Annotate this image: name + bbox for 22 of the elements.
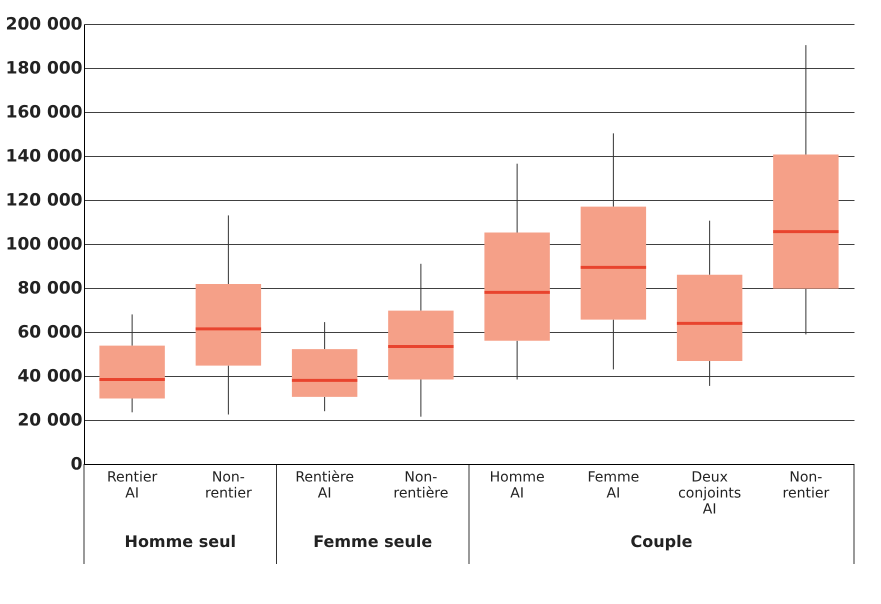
x-tick-label: Non-rentière — [393, 470, 448, 502]
y-tick-label: 20 000 — [17, 410, 83, 430]
y-tick-label: 140 000 — [6, 146, 83, 166]
y-tick-label: 40 000 — [17, 366, 83, 386]
y-tick-label: 200 000 — [6, 14, 83, 34]
y-tick-label: 180 000 — [6, 58, 83, 78]
x-tick-label: Femme AI — [587, 470, 640, 502]
x-tick-label: Rentier AI — [106, 470, 158, 502]
text: Femme seule — [313, 532, 432, 551]
x-tick-label: Non-rentier — [205, 470, 252, 502]
x-tick-label: Non-rentier — [782, 470, 830, 502]
y-tick-label: 160 000 — [6, 102, 83, 122]
y-tick-label: 0 — [70, 454, 83, 474]
x-tick-label: Deux conjoints AI — [678, 470, 742, 518]
y-tick-label: 60 000 — [17, 322, 83, 342]
x-tick-label: Rentière AI — [295, 470, 354, 502]
text: Homme seul — [124, 532, 236, 551]
y-tick-label: 120 000 — [6, 190, 83, 210]
text: Couple — [630, 532, 693, 551]
y-tick-label: 100 000 — [6, 234, 83, 254]
y-tick-label: 80 000 — [17, 278, 83, 298]
x-tick-label: Homme AI — [490, 470, 545, 502]
